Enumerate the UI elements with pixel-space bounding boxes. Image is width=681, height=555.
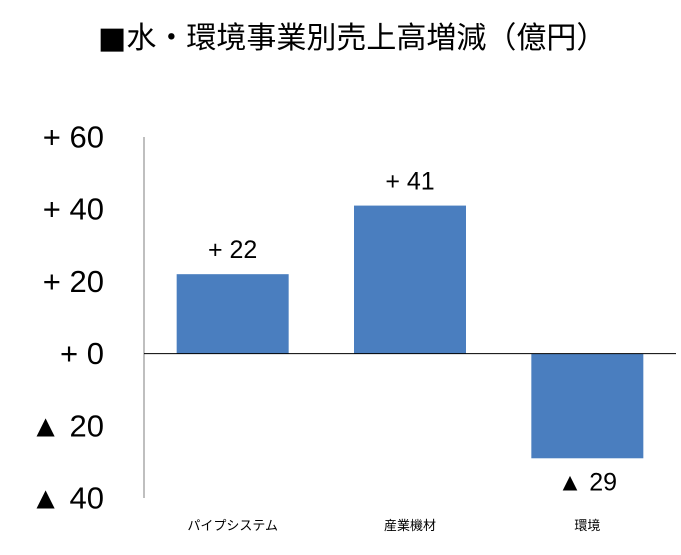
y-tick-label: ▲ 20 (30, 408, 104, 443)
data-label: + 22 (208, 236, 257, 264)
bar (176, 274, 289, 354)
bar (531, 353, 644, 459)
bars (176, 205, 644, 459)
data-label: + 41 (385, 168, 434, 196)
category-label: 環境 (574, 519, 600, 534)
category-label: 産業機材 (384, 518, 436, 534)
chart-title: ■水・環境事業別売上高増減（億円） (98, 21, 606, 56)
y-tick-label: ▲ 40 (30, 481, 104, 516)
data-label: ▲ 29 (558, 468, 618, 496)
category-labels: パイプシステム 産業機材 環境 (187, 518, 600, 534)
y-tick-label: + 20 (43, 264, 104, 299)
y-tick-label: + 60 (43, 120, 104, 155)
data-labels: + 22 + 41 ▲ 29 (208, 168, 617, 497)
y-axis-tick-labels: + 60 + 40 + 20 + 0 ▲ 20 ▲ 40 (30, 120, 104, 516)
category-label: パイプシステム (187, 519, 278, 534)
y-tick-label: + 40 (43, 192, 104, 227)
y-tick-label: + 0 (60, 336, 104, 371)
bar (354, 205, 466, 354)
